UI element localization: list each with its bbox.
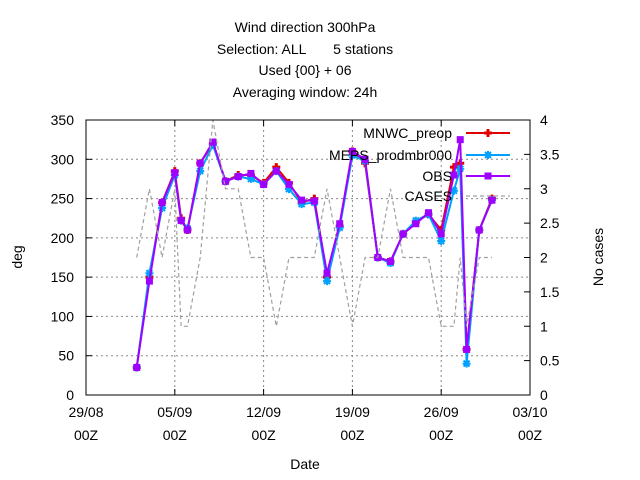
data-point-OBS: [171, 169, 179, 177]
x-tick-label-hour: 00Z: [252, 427, 277, 443]
data-point-OBS: [260, 180, 268, 188]
x-tick-label-date: 12/09: [246, 404, 281, 420]
y-tick-label: 50: [58, 348, 74, 364]
data-point-OBS: [456, 136, 464, 144]
y2-tick-label: 0: [540, 387, 548, 403]
x-tick-label-date: 03/10: [512, 404, 547, 420]
legend-marker-MNWC_preop: [484, 129, 492, 137]
x-tick-label-hour: 00Z: [163, 427, 188, 443]
data-point-OBS: [183, 226, 191, 234]
series-OBS: [133, 136, 496, 371]
y2-tick-label: 0.5: [540, 353, 560, 369]
data-point-OBS: [285, 180, 293, 188]
data-point-MEPS_prodmbr000: [297, 200, 306, 209]
data-point-OBS: [177, 217, 185, 225]
legend-marker-OBS: [484, 172, 492, 180]
tick-labels: 29/08 00Z 05/09 00Z 12/09 00Z 19/09 00Z 26/09 00Z…: [51, 112, 560, 443]
x-tick-label-hour: 00Z: [518, 427, 543, 443]
data-point-OBS: [463, 345, 471, 353]
y2-tick-label: 1: [540, 318, 548, 334]
data-point-OBS: [247, 169, 255, 177]
x-tick-label-hour: 00Z: [74, 427, 99, 443]
y-tick-label: 200: [51, 230, 75, 246]
y-tick-label: 250: [51, 191, 75, 207]
series-CASES: [136, 119, 492, 327]
data-point-OBS: [196, 159, 204, 167]
chart-title-line-1: Wind direction 300hPa: [234, 19, 376, 35]
x-tick-label-hour: 00Z: [340, 427, 365, 443]
legend-marker-MEPS_prodmbr000: [484, 151, 492, 159]
data-point-OBS: [475, 226, 483, 234]
y-tick-label: 300: [51, 151, 75, 167]
x-tick-label-date: 05/09: [157, 404, 192, 420]
legend-label-CASES: CASES: [405, 188, 452, 204]
data-point-OBS: [272, 167, 280, 175]
data-point-MEPS_prodmbr000: [246, 174, 255, 183]
data-point-OBS: [412, 220, 420, 228]
data-point-OBS: [399, 230, 407, 238]
data-point-MEPS_prodmbr000: [284, 185, 293, 194]
y2-tick-label: 4: [540, 112, 548, 128]
data-point-OBS: [336, 220, 344, 228]
data-point-OBS: [437, 230, 445, 238]
data-point-OBS: [222, 177, 230, 185]
data-point-OBS: [158, 199, 166, 206]
data-point-OBS: [310, 197, 318, 205]
data-point-MEPS_prodmbr000: [462, 359, 471, 368]
chart-title-line-2: Selection: ALL 5 stations: [216, 41, 394, 57]
y2-axis-label: No cases: [590, 228, 606, 286]
data-point-MEPS_prodmbr000: [449, 186, 458, 195]
x-axis-label: Date: [290, 456, 320, 472]
data-point-OBS: [298, 196, 306, 204]
y2-tick-label: 3: [540, 181, 548, 197]
series-line-CASES: [136, 119, 492, 327]
y2-tick-label: 2: [540, 250, 548, 266]
x-tick-label-date: 19/09: [335, 404, 370, 420]
chart-title-line-4: Averaging window: 24h: [232, 84, 378, 100]
data-point-OBS: [386, 257, 394, 265]
y2-tick-label: 3.5: [540, 146, 560, 162]
data-point-OBS: [348, 147, 356, 155]
data-point-OBS: [209, 138, 217, 146]
x-tick-label-date: 29/08: [68, 404, 103, 420]
x-tick-label-hour: 00Z: [429, 427, 454, 443]
data-point-MEPS_prodmbr000: [323, 277, 332, 286]
data-point-OBS: [450, 171, 458, 179]
data-point-OBS: [145, 277, 153, 285]
data-point-OBS: [133, 364, 141, 371]
y-tick-label: 0: [66, 387, 74, 403]
legend-label-MNWC_preop: MNWC_preop: [363, 125, 452, 141]
chart-title-line-3: Used {00} + 06: [258, 62, 352, 78]
series-group: [132, 119, 496, 372]
y2-tick-label: 1.5: [540, 284, 560, 300]
x-tick-label-date: 26/09: [424, 404, 459, 420]
y2-tick-label: 2.5: [540, 215, 560, 231]
y-tick-label: 150: [51, 269, 75, 285]
data-point-OBS: [488, 196, 496, 204]
data-point-MEPS_prodmbr000: [437, 237, 446, 245]
y-axis-label: deg: [9, 245, 25, 268]
legend-label-OBS: OBS: [422, 168, 452, 184]
data-point-MEPS_prodmbr000: [196, 167, 205, 176]
y-tick-label: 350: [51, 112, 75, 128]
data-point-OBS: [361, 155, 369, 163]
data-point-OBS: [425, 209, 433, 217]
legend-label-MEPS_prodmbr000: MEPS_prodmbr000: [329, 147, 452, 163]
legend: MNWC_preop MEPS_prodmbr000 OBS CASES: [329, 125, 510, 204]
grid-lines: [86, 120, 530, 395]
data-point-OBS: [234, 173, 242, 181]
data-point-MEPS_prodmbr000: [145, 269, 154, 278]
y-tick-label: 100: [51, 308, 75, 324]
tick-marks: [85, 119, 531, 396]
data-point-OBS: [323, 269, 331, 277]
